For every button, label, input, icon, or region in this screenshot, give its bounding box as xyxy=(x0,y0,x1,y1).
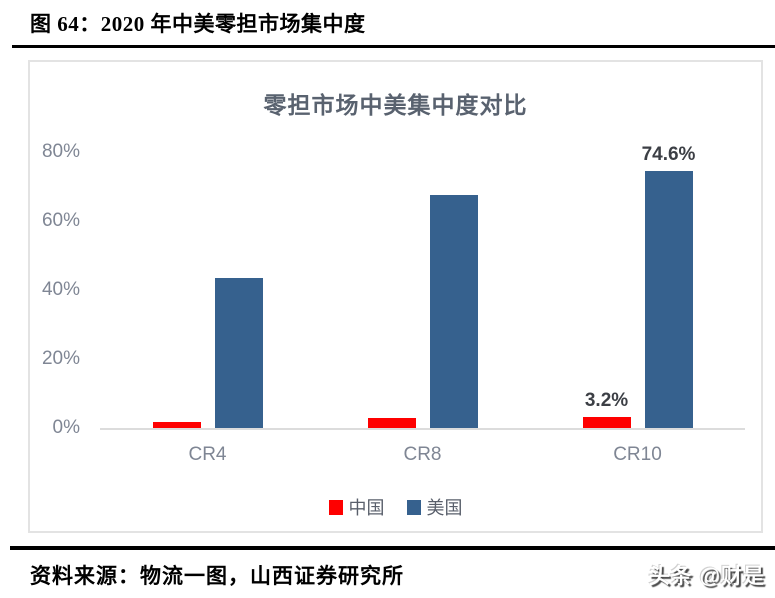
y-tick-label: 0% xyxy=(52,417,80,438)
bar-中国-cr10: 3.2% xyxy=(582,390,631,428)
chart-container: 零担市场中美集中度对比 0% 20% 40% 60% 80% 3.2% 74.6% CR4… xyxy=(28,60,763,533)
x-axis: CR4 CR8 CR10 xyxy=(100,444,745,466)
header-divider-line xyxy=(12,45,775,48)
data-label: 3.2% xyxy=(584,389,629,411)
y-tick-label: 60% xyxy=(41,210,80,231)
y-tick-label: 80% xyxy=(41,141,80,162)
legend-swatch-icon xyxy=(406,499,421,515)
data-label: 74.6% xyxy=(641,143,696,165)
y-tick-label: 40% xyxy=(41,279,80,300)
legend-item-中国: 中国 xyxy=(328,494,385,520)
legend-label: 美国 xyxy=(426,498,463,518)
y-tick-label: 20% xyxy=(41,348,80,369)
bar-美国-cr4 xyxy=(214,277,263,428)
plot-area: 3.2% 74.6% xyxy=(100,144,745,430)
bar-中国-cr8 xyxy=(367,418,416,428)
x-tick-label-cr4: CR4 xyxy=(188,444,227,465)
bar-美国-cr8 xyxy=(429,195,478,428)
bar-group-cr4 xyxy=(100,152,315,428)
chart-legend: 中国 美国 xyxy=(30,494,761,520)
legend-item-美国: 美国 xyxy=(406,494,463,520)
footer-divider-line xyxy=(10,546,775,550)
legend-label: 中国 xyxy=(348,498,385,518)
figure-caption: 图 64：2020 年中美零担市场集中度 xyxy=(30,12,366,36)
chart-title: 零担市场中美集中度对比 xyxy=(263,92,528,118)
x-tick-label-cr10: CR10 xyxy=(613,444,662,465)
bar-group-cr10: 3.2% 74.6% xyxy=(530,144,745,428)
source-attribution: 资料来源：物流一图，山西证券研究所 xyxy=(30,565,404,588)
legend-swatch-icon xyxy=(328,499,343,515)
x-tick-label-cr8: CR8 xyxy=(403,444,442,465)
toutiao-watermark: 头条 @财是 xyxy=(648,565,765,588)
bar-group-cr8 xyxy=(315,152,530,428)
bar-中国-cr4 xyxy=(152,422,201,428)
bar-美国-cr10: 74.6% xyxy=(642,144,695,428)
